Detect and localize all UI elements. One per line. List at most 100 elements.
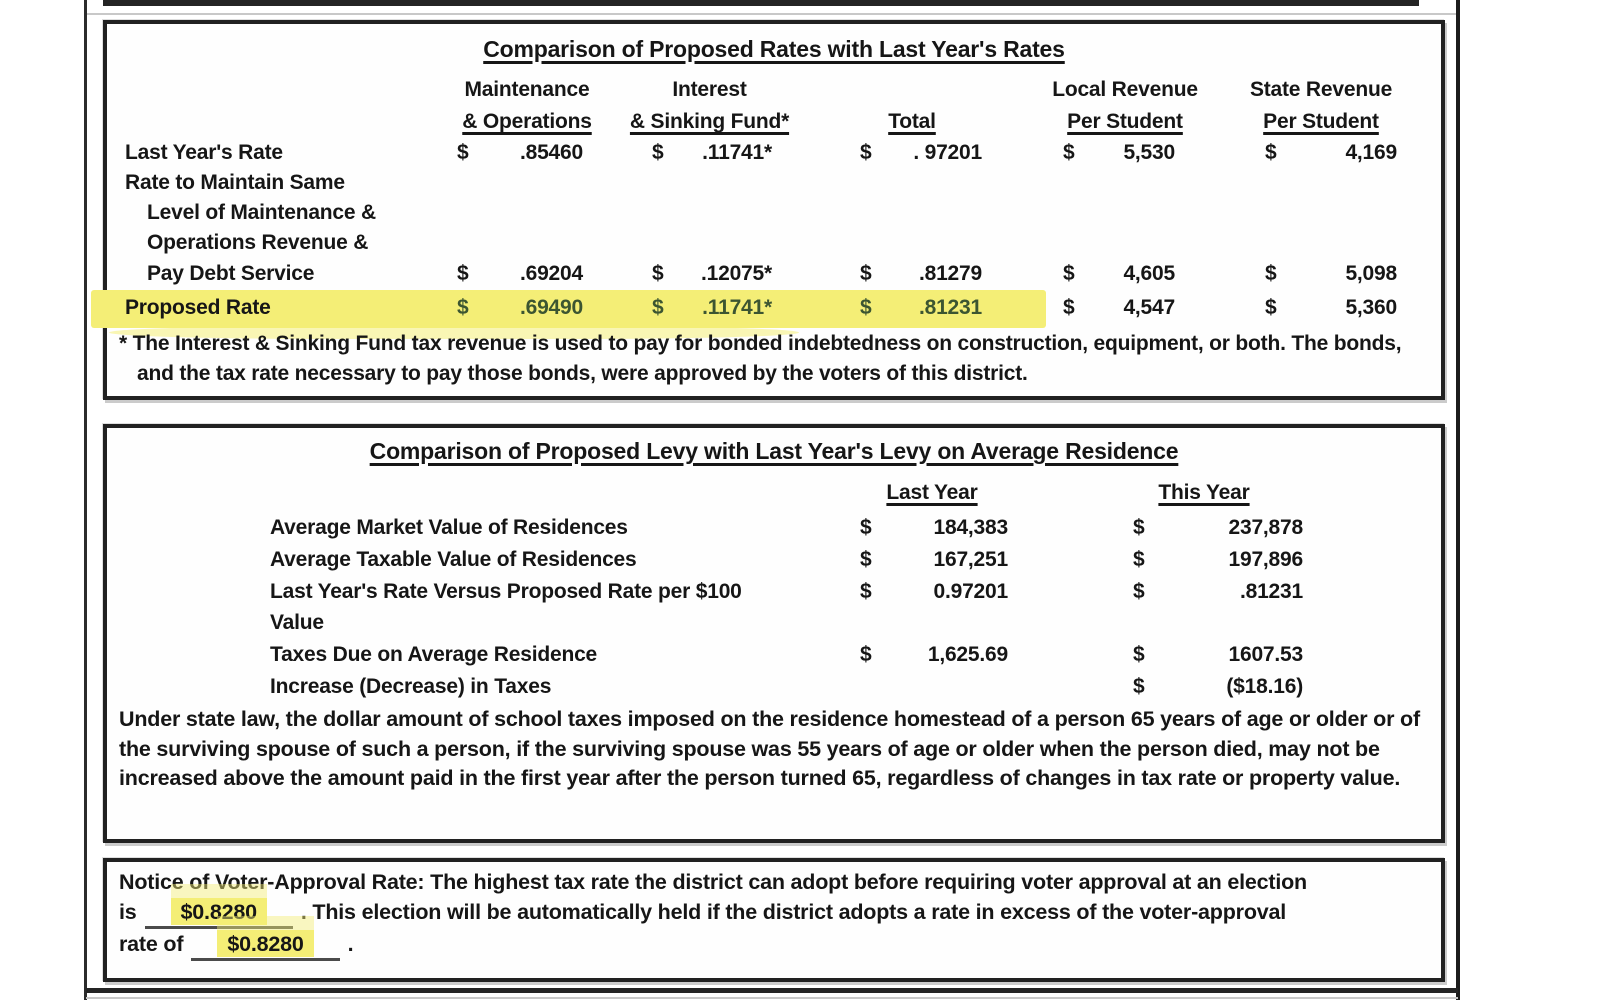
dollar-sign: $: [652, 141, 664, 164]
value-last-year: $1,625.69: [860, 643, 1008, 667]
value-isf: $ .11741*: [652, 296, 772, 320]
row-label-taxes-due: Taxes Due on Average Residence: [270, 643, 598, 666]
amount: .11741*: [702, 296, 772, 319]
amount: ($18.16): [1226, 675, 1303, 698]
voter-approval-rate-blank: $0.8280: [144, 898, 293, 929]
value-state: $5,098: [1265, 262, 1397, 286]
col-header-interest: Interest: [672, 78, 747, 101]
row-label-rate-versus-proposed-2: Value: [270, 611, 324, 634]
value-state: $4,169: [1265, 141, 1397, 165]
row-label-avg-taxable-value: Average Taxable Value of Residences: [270, 548, 637, 571]
dollar-sign: $: [860, 516, 872, 539]
value-total: $ .81231: [860, 296, 982, 320]
table1-title: Comparison of Proposed Rates with Last Y…: [483, 36, 1065, 62]
row-label-rate-versus-proposed: Last Year's Rate Versus Proposed Rate pe…: [270, 580, 742, 603]
proposed-rate-highlight: [91, 290, 1046, 328]
row-label-increase-decrease: Increase (Decrease) in Taxes: [270, 675, 552, 698]
dollar-sign: $: [652, 296, 664, 319]
dollar-sign: $: [457, 262, 469, 285]
dollar-sign: $: [1133, 580, 1145, 603]
col-header-this-year: This Year: [1158, 481, 1250, 504]
value-mo: $ .85460: [457, 141, 583, 165]
col-header-sinking-fund: & Sinking Fund*: [629, 110, 790, 133]
col-header-operations: & Operations: [462, 110, 592, 133]
notice-line-3: rate of $0.8280.: [119, 930, 354, 961]
row-label-avg-market-value: Average Market Value of Residences: [270, 516, 628, 539]
value-this-year: $1607.53: [1133, 643, 1303, 667]
notice-period: .: [347, 932, 354, 956]
voter-approval-rate-blank-2: $0.8280: [191, 930, 340, 961]
next-box-top-edge: [86, 988, 1458, 993]
value-last-year: $167,251: [860, 548, 1008, 572]
amount: 5,360: [1345, 296, 1397, 319]
dollar-sign: $: [860, 548, 872, 571]
value-local: $4,547: [1063, 296, 1175, 320]
dollar-sign: $: [652, 262, 664, 285]
amount: 0.97201: [933, 580, 1008, 603]
dollar-sign: $: [1133, 516, 1145, 539]
col-header-state-revenue: State Revenue: [1249, 78, 1393, 101]
amount: .81279: [918, 262, 982, 285]
col-header-local-revenue: Local Revenue: [1052, 78, 1198, 101]
dollar-sign: $: [1063, 141, 1075, 164]
amount: 167,251: [933, 548, 1008, 571]
value-this-year: $197,896: [1133, 548, 1303, 572]
notice-is-label: is: [119, 900, 137, 924]
dollar-sign: $: [860, 141, 872, 164]
amount: 5,098: [1345, 262, 1397, 285]
amount: 1,625.69: [927, 643, 1008, 666]
row-label-last-years-rate: Last Year's Rate: [125, 141, 283, 164]
dollar-sign: $: [1265, 262, 1277, 285]
value-mo: $ .69204: [457, 262, 583, 286]
amount: .81231: [918, 296, 982, 319]
value-mo: $ .69490: [457, 296, 583, 320]
dollar-sign: $: [1133, 643, 1145, 666]
dollar-sign: $: [1063, 262, 1075, 285]
row-label-rate-to-maintain-4: Pay Debt Service: [147, 262, 315, 285]
row-label-rate-to-maintain-1: Rate to Maintain Same: [125, 171, 345, 194]
rates-comparison-table: Comparison of Proposed Rates with Last Y…: [91, 20, 1445, 400]
dollar-sign: $: [860, 296, 872, 319]
amount: 184,383: [933, 516, 1008, 539]
amount: 5,530: [1123, 141, 1175, 164]
proposed-rate-highlight-smear: [109, 326, 799, 339]
notice-line-1: Notice of Voter-Approval Rate: The highe…: [119, 870, 1307, 894]
value-local: $4,605: [1063, 262, 1175, 286]
value-this-year: $237,878: [1133, 516, 1303, 540]
amount: 237,878: [1228, 516, 1303, 539]
value-isf: $ .11741*: [652, 141, 772, 165]
voter-approval-notice: Notice of Voter-Approval Rate: The highe…: [103, 858, 1445, 982]
voter-approval-rate-value-2: $0.8280: [217, 930, 314, 957]
dollar-sign: $: [1063, 296, 1075, 319]
notice-line-2: is $0.8280 . This election will be automat…: [119, 898, 1287, 929]
value-isf: $ .12075*: [652, 262, 772, 286]
amount: .85460: [519, 141, 583, 164]
amount: 4,547: [1123, 296, 1175, 319]
amount: .69204: [519, 262, 583, 285]
col-header-state-per-student: Per Student: [1263, 110, 1379, 133]
value-total: $ .81279: [860, 262, 982, 286]
value-total: $ . 97201: [860, 141, 982, 165]
col-header-local-per-student: Per Student: [1067, 110, 1183, 133]
amount: 197,896: [1228, 548, 1303, 571]
scan-shadow-line-bottom: [86, 997, 1458, 999]
notice-line-2-rest: . This election will be automatically he…: [300, 900, 1287, 924]
col-header-last-year: Last Year: [886, 481, 978, 504]
dollar-sign: $: [860, 643, 872, 666]
dollar-sign: $: [457, 141, 469, 164]
value-local: $5,530: [1063, 141, 1175, 165]
page-border-right: [1456, 0, 1460, 1000]
dollar-sign: $: [1265, 296, 1277, 319]
value-last-year: $0.97201: [860, 580, 1008, 604]
value-state: $5,360: [1265, 296, 1397, 320]
footnote-line-1: * The Interest & Sinking Fund tax revenu…: [119, 332, 1402, 355]
dollar-sign: $: [1265, 141, 1277, 164]
row-label-proposed-rate: Proposed Rate: [125, 296, 271, 319]
amount: .11741*: [702, 141, 772, 164]
page-border-left: [84, 0, 87, 1000]
amount: .81231: [1239, 580, 1303, 603]
value-last-year: $184,383: [860, 516, 1008, 540]
amount: 1607.53: [1228, 643, 1303, 666]
over-65-tax-law-paragraph: Under state law, the dollar amount of sc…: [119, 707, 1420, 790]
row-label-rate-to-maintain-2: Level of Maintenance &: [147, 201, 376, 224]
